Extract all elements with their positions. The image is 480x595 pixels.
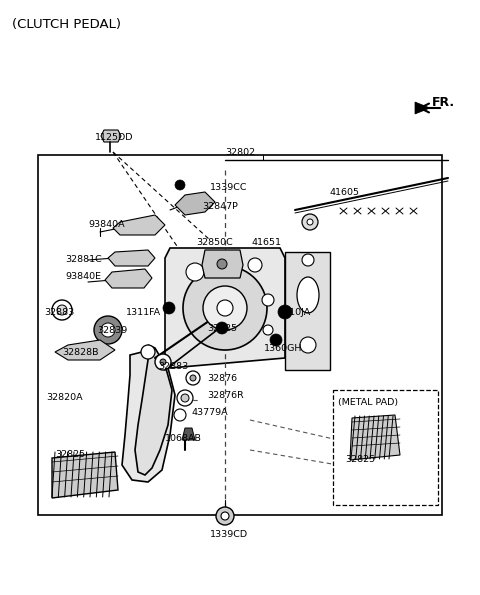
- Text: 93840A: 93840A: [88, 220, 125, 229]
- Polygon shape: [55, 340, 115, 360]
- Text: 32825: 32825: [207, 324, 237, 333]
- Polygon shape: [108, 250, 155, 266]
- Text: 93840E: 93840E: [65, 272, 101, 281]
- Text: 1339CC: 1339CC: [210, 183, 248, 192]
- Circle shape: [186, 263, 204, 281]
- Circle shape: [174, 409, 186, 421]
- Bar: [38, 155, 442, 515]
- Text: 32828B: 32828B: [62, 348, 98, 357]
- Text: 32820A: 32820A: [46, 393, 83, 402]
- Text: 32883: 32883: [44, 308, 74, 317]
- Bar: [333, 390, 438, 505]
- Circle shape: [300, 337, 316, 353]
- Polygon shape: [182, 428, 195, 440]
- Circle shape: [163, 302, 175, 314]
- Circle shape: [186, 371, 200, 385]
- Text: 32876R: 32876R: [207, 391, 244, 400]
- Polygon shape: [135, 345, 172, 475]
- Circle shape: [141, 345, 155, 359]
- Circle shape: [216, 322, 228, 334]
- Circle shape: [302, 214, 318, 230]
- Polygon shape: [165, 248, 285, 368]
- Polygon shape: [202, 250, 243, 278]
- Circle shape: [177, 390, 193, 406]
- Polygon shape: [101, 130, 121, 142]
- Text: 1311FA: 1311FA: [126, 308, 161, 317]
- Text: (CLUTCH PEDAL): (CLUTCH PEDAL): [12, 18, 121, 31]
- Circle shape: [160, 359, 166, 365]
- Text: 32802: 32802: [225, 148, 255, 157]
- Circle shape: [175, 180, 185, 190]
- Text: 1310JA: 1310JA: [278, 308, 311, 317]
- Text: 43779A: 43779A: [192, 408, 228, 417]
- Text: 32881C: 32881C: [65, 255, 102, 264]
- Circle shape: [203, 286, 247, 330]
- Circle shape: [248, 258, 262, 272]
- Ellipse shape: [297, 277, 319, 313]
- Text: 32883: 32883: [158, 362, 188, 371]
- Circle shape: [181, 394, 189, 402]
- Circle shape: [190, 375, 196, 381]
- Polygon shape: [122, 350, 175, 482]
- Polygon shape: [52, 452, 118, 498]
- Circle shape: [217, 300, 233, 316]
- Polygon shape: [350, 415, 400, 460]
- Circle shape: [263, 325, 273, 335]
- Polygon shape: [415, 102, 430, 114]
- Polygon shape: [113, 215, 165, 235]
- Text: 32850C: 32850C: [196, 238, 233, 247]
- Circle shape: [94, 316, 122, 344]
- Circle shape: [307, 219, 313, 225]
- Text: 1125DD: 1125DD: [95, 133, 133, 142]
- Circle shape: [302, 254, 314, 266]
- Text: 41651: 41651: [252, 238, 282, 247]
- Text: 1068AB: 1068AB: [165, 434, 202, 443]
- Text: 32847P: 32847P: [202, 202, 238, 211]
- Text: 32825: 32825: [345, 455, 375, 464]
- Circle shape: [278, 305, 292, 319]
- Circle shape: [221, 512, 229, 520]
- Circle shape: [52, 300, 72, 320]
- Text: 32825: 32825: [55, 450, 85, 459]
- Circle shape: [155, 354, 171, 370]
- Polygon shape: [285, 252, 330, 370]
- Text: 41605: 41605: [330, 188, 360, 197]
- Circle shape: [101, 323, 115, 337]
- Circle shape: [270, 334, 282, 346]
- Circle shape: [262, 294, 274, 306]
- Circle shape: [216, 507, 234, 525]
- Text: (METAL PAD): (METAL PAD): [338, 398, 398, 407]
- Text: 32876: 32876: [207, 374, 237, 383]
- Text: 1339CD: 1339CD: [210, 530, 248, 539]
- Polygon shape: [175, 192, 215, 215]
- Circle shape: [217, 259, 227, 269]
- Text: 32839: 32839: [97, 326, 127, 335]
- Circle shape: [57, 305, 67, 315]
- Polygon shape: [105, 269, 152, 288]
- Text: FR.: FR.: [432, 96, 455, 108]
- Text: 1360GH: 1360GH: [264, 344, 302, 353]
- Circle shape: [183, 266, 267, 350]
